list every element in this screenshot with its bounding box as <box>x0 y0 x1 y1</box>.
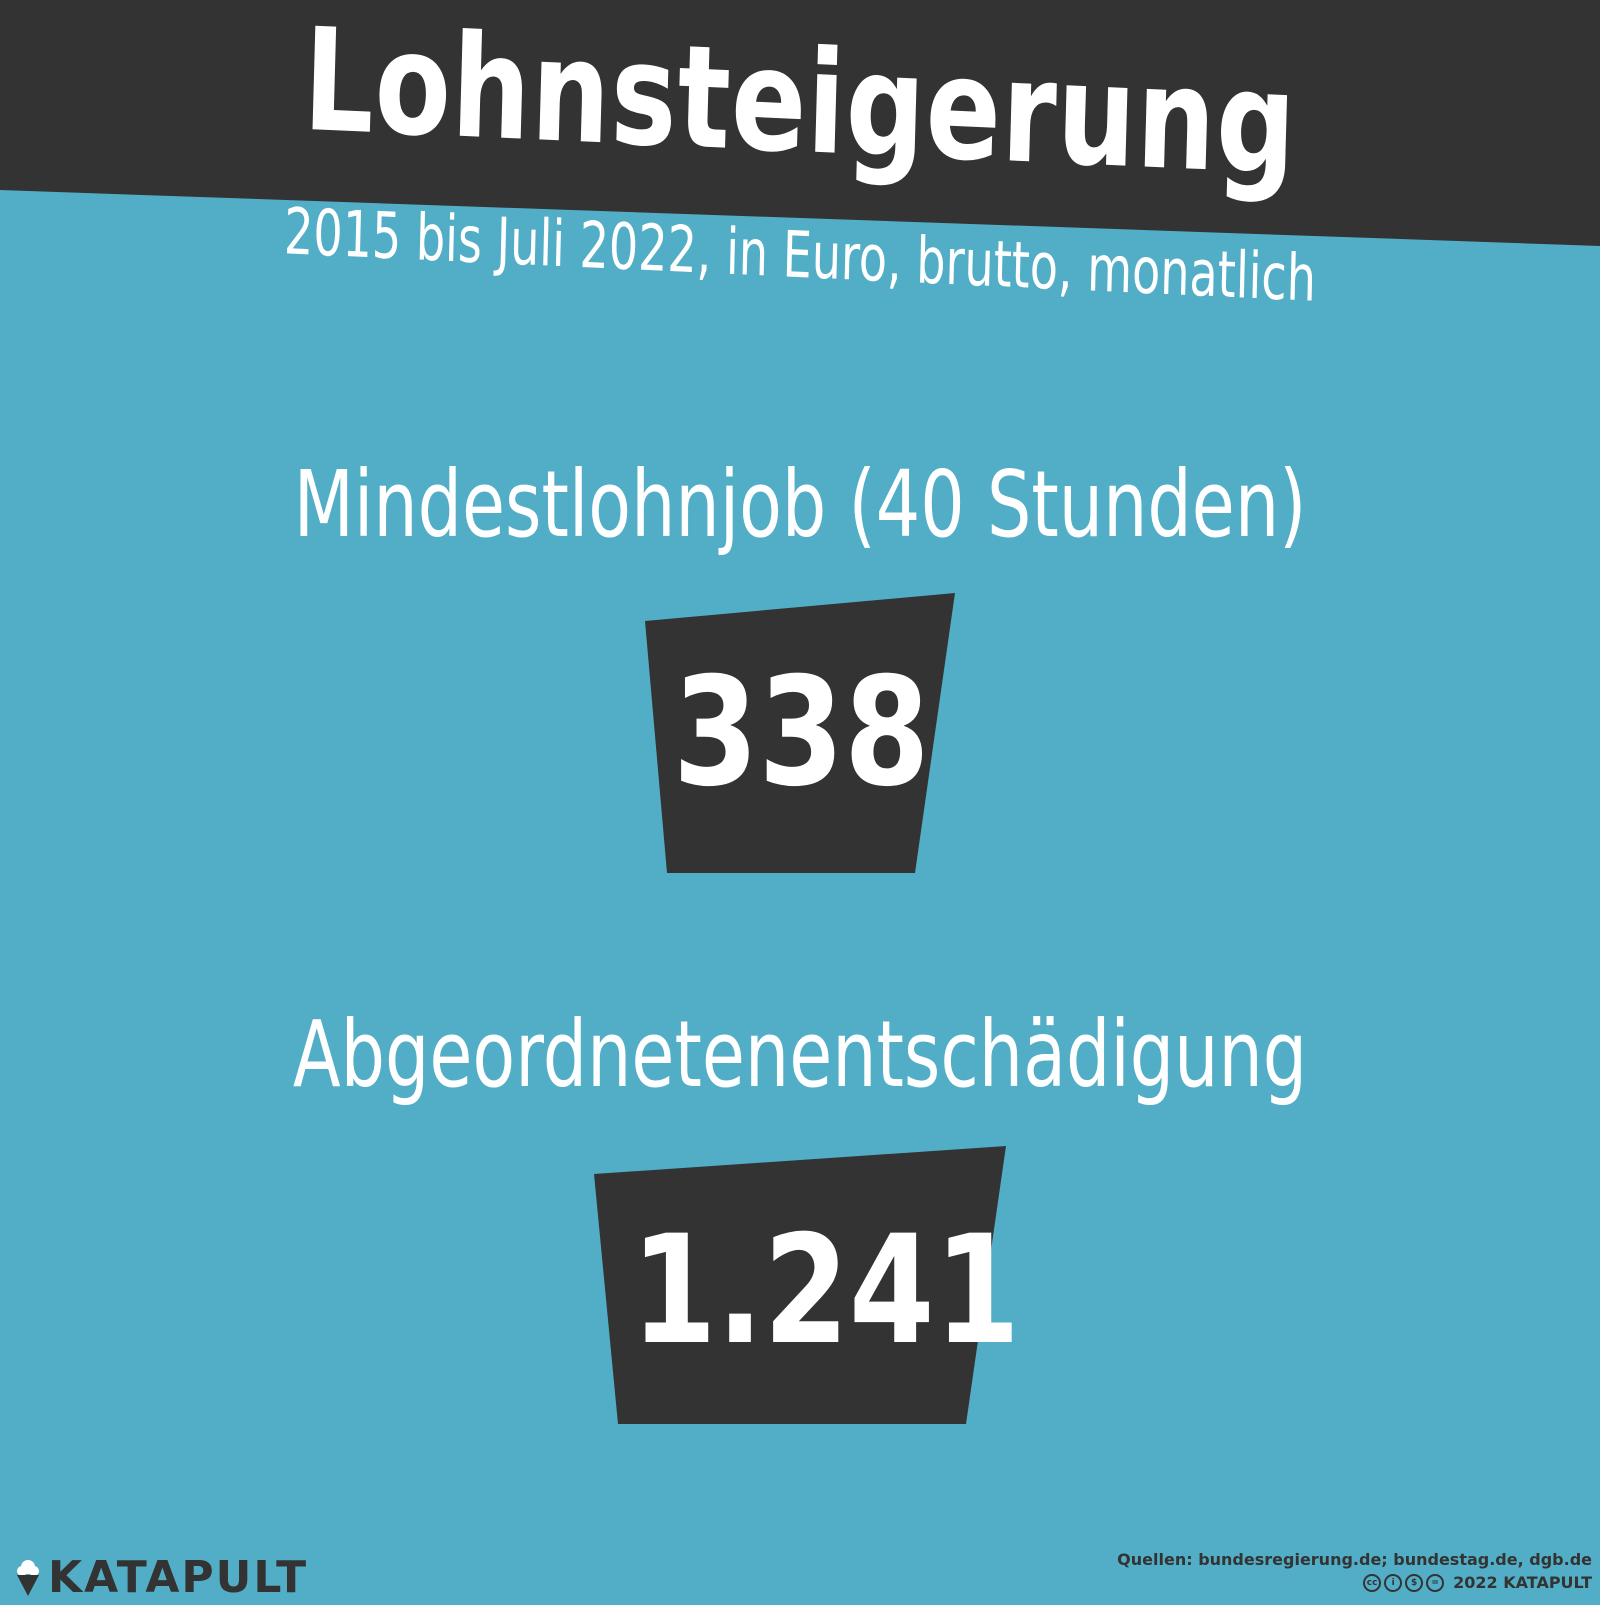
sources-text: Quellen: bundesregierung.de; bundestag.d… <box>1117 1550 1592 1569</box>
nd-icon: = <box>1426 1574 1445 1593</box>
sources-block: Quellen: bundesregierung.de; bundestag.d… <box>1117 1550 1592 1594</box>
license-row: cc i $ = 2022 KATAPULT <box>1117 1573 1592 1594</box>
value-minimum-wage: 338 <box>672 646 930 820</box>
cc-icon: cc <box>1363 1574 1382 1593</box>
label-parliament-allowance: Abgeordnetenentschädigung <box>292 1001 1308 1108</box>
value-parliament-allowance: 1.241 <box>631 1204 1021 1378</box>
header-band <box>0 0 1600 246</box>
value-box-parliament-allowance: 1.241 <box>594 1146 1021 1424</box>
by-icon: i <box>1384 1574 1403 1593</box>
nc-icon: $ <box>1405 1574 1424 1593</box>
value-box-minimum-wage: 338 <box>645 593 955 873</box>
katapult-logo-icon <box>17 1560 39 1597</box>
copyright-text: 2022 KATAPULT <box>1453 1572 1592 1592</box>
logo-text: KATAPULT <box>48 1552 309 1603</box>
label-minimum-wage-job: Mindestlohnjob (40 Stunden) <box>293 451 1307 558</box>
katapult-logo: KATAPULT <box>14 1552 308 1605</box>
